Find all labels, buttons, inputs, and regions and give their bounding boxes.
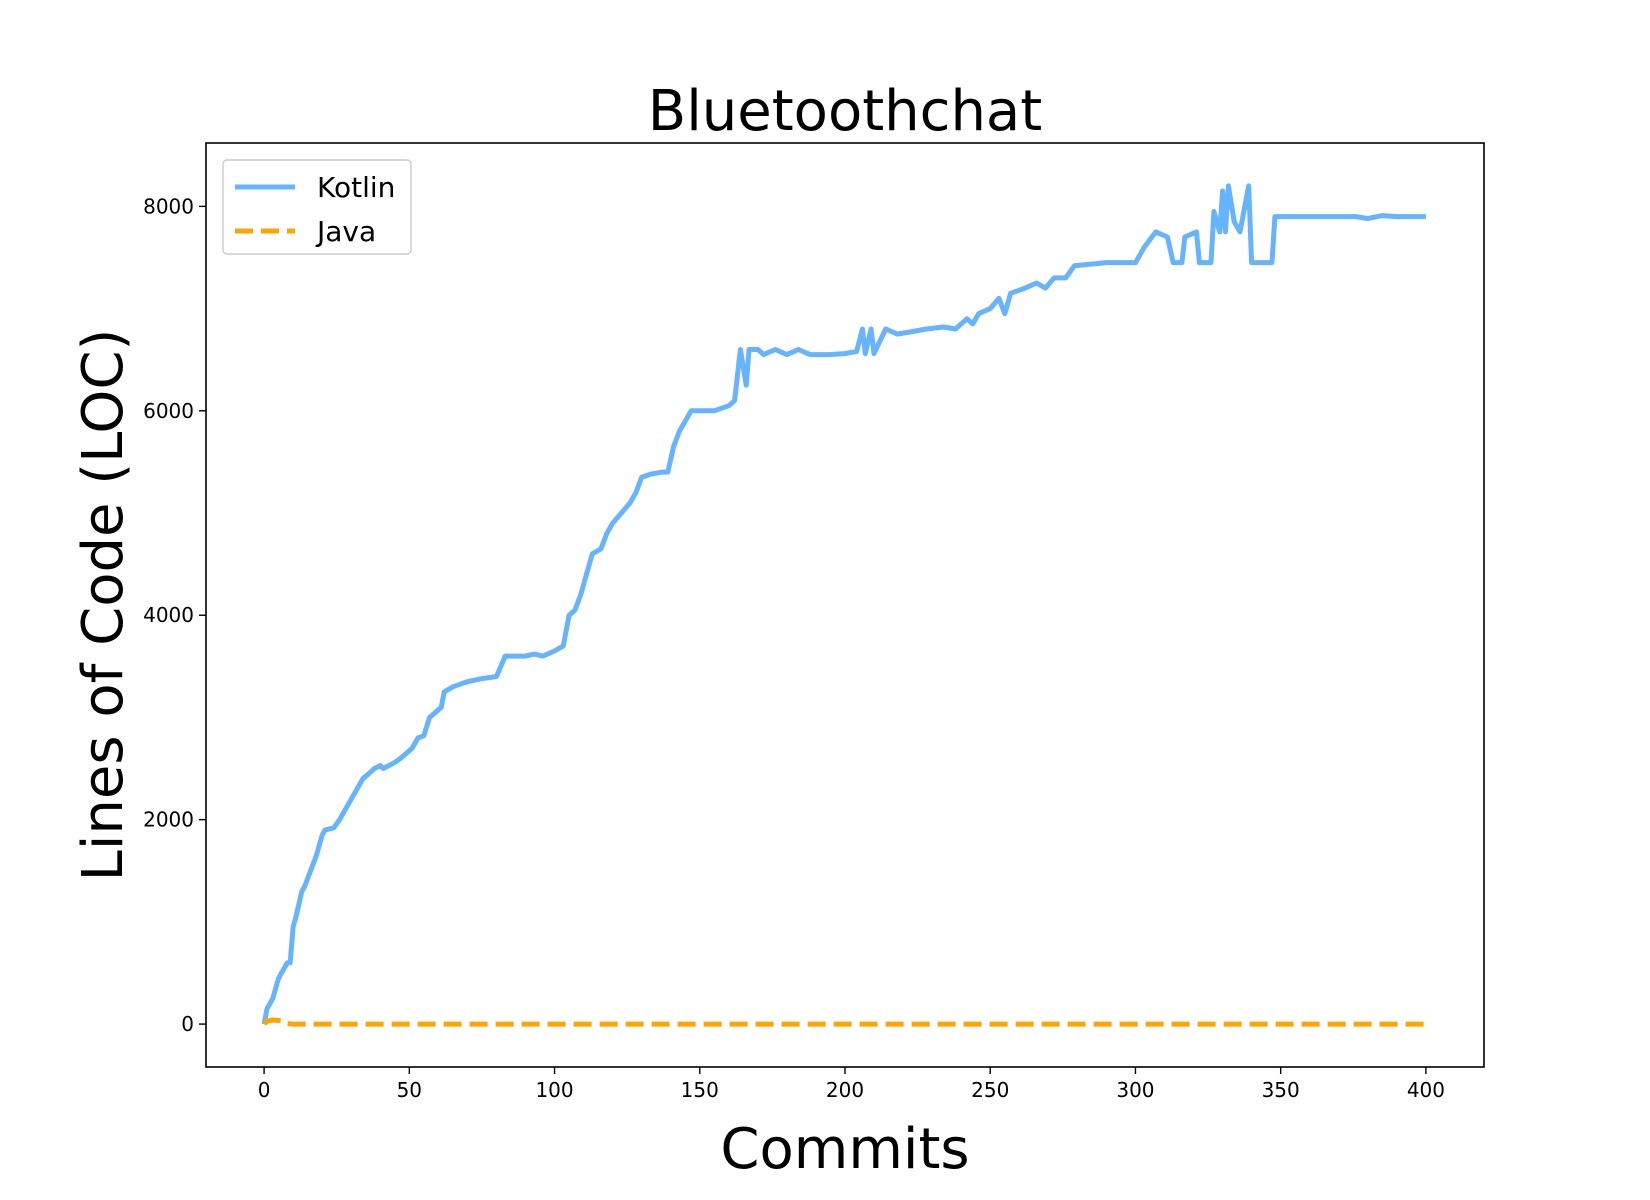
x-tick-label: 400 — [1407, 1078, 1445, 1102]
y-tick-label: 8000 — [143, 194, 194, 218]
x-tick-label: 200 — [826, 1078, 864, 1102]
x-tick-label: 0 — [258, 1078, 271, 1102]
series-layer — [261, 183, 1426, 1027]
chart-title: Bluetoothchat — [648, 79, 1042, 144]
legend-label-kotlin: Kotlin — [317, 171, 395, 204]
x-tick-label: 50 — [397, 1078, 422, 1102]
legend-label-java: Java — [315, 215, 376, 248]
x-axis-label: Commits — [720, 1117, 969, 1182]
y-tick-label: 4000 — [143, 603, 194, 627]
series-line-kotlin — [261, 183, 1426, 1025]
legend: Kotlin Java — [222, 159, 412, 255]
x-tick-label: 350 — [1262, 1078, 1300, 1102]
y-tick-label: 6000 — [143, 399, 194, 423]
x-axis-ticks: 0 50 100 150 200 250 300 350 400 — [258, 1067, 1445, 1102]
y-tick-label: 2000 — [143, 808, 194, 832]
x-tick-label: 100 — [535, 1078, 573, 1102]
x-tick-label: 250 — [971, 1078, 1009, 1102]
x-tick-label: 300 — [1116, 1078, 1154, 1102]
y-axis-label: Lines of Code (LOC) — [71, 329, 136, 882]
y-tick-label: 0 — [181, 1012, 194, 1036]
y-axis-ticks: 0 2000 4000 6000 8000 — [143, 194, 206, 1036]
series-line-java — [262, 1017, 1426, 1027]
x-tick-label: 150 — [681, 1078, 719, 1102]
